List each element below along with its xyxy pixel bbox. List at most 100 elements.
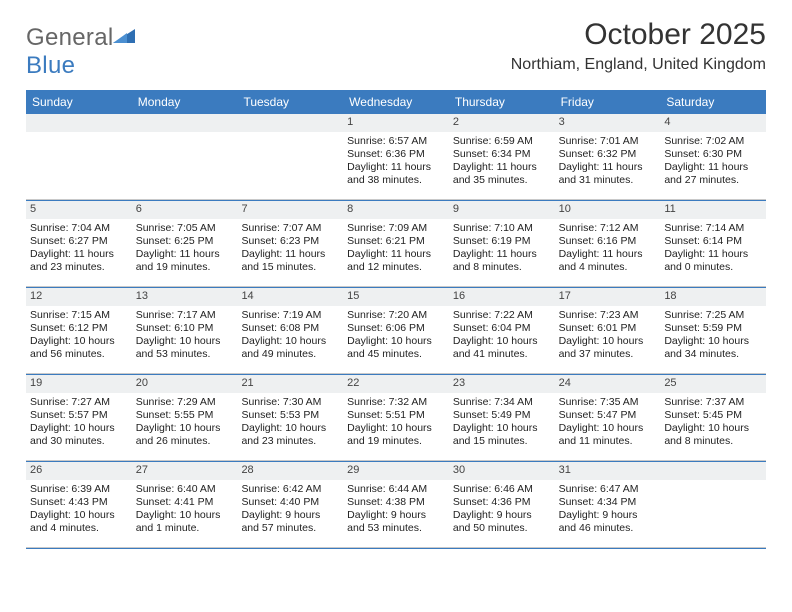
daylight-line: Daylight: 10 hours and 49 minutes. [241, 335, 339, 361]
daylight-line: Daylight: 10 hours and 41 minutes. [453, 335, 551, 361]
sunset-line: Sunset: 6:12 PM [30, 322, 128, 335]
sunrise-line: Sunrise: 7:30 AM [241, 396, 339, 409]
day-cell: 28Sunrise: 6:42 AMSunset: 4:40 PMDayligh… [237, 462, 343, 548]
day-number-empty [132, 114, 238, 132]
day-number: 31 [555, 462, 661, 480]
day-info: Sunrise: 6:57 AMSunset: 6:36 PMDaylight:… [347, 135, 445, 188]
day-info: Sunrise: 7:01 AMSunset: 6:32 PMDaylight:… [559, 135, 657, 188]
day-cell [26, 114, 132, 200]
day-info: Sunrise: 7:07 AMSunset: 6:23 PMDaylight:… [241, 222, 339, 275]
logo: GeneralBlue [26, 18, 137, 80]
dow-thursday: Thursday [449, 90, 555, 114]
week-row: 5 Sunrise: 7:04 AMSunset: 6:27 PMDaylight… [26, 201, 766, 288]
day-cell: 16 Sunrise: 7:22 AMSunset: 6:04 PMDayligh… [449, 288, 555, 374]
day-number: 13 [132, 288, 238, 306]
day-cell: 6Sunrise: 7:05 AMSunset: 6:25 PMDaylight… [132, 201, 238, 287]
sunset-line: Sunset: 5:51 PM [347, 409, 445, 422]
day-info: Sunrise: 6:44 AMSunset: 4:38 PMDaylight:… [347, 483, 445, 536]
day-info: Sunrise: 7:04 AMSunset: 6:27 PMDaylight:… [30, 222, 128, 275]
day-number: 3 [555, 114, 661, 132]
sunrise-line: Sunrise: 6:42 AM [241, 483, 339, 496]
sunrise-line: Sunrise: 7:02 AM [664, 135, 762, 148]
logo-text: GeneralBlue [26, 24, 137, 80]
sunrise-line: Sunrise: 7:27 AM [30, 396, 128, 409]
dow-header-row: Sunday Monday Tuesday Wednesday Thursday… [26, 90, 766, 114]
day-cell [237, 114, 343, 200]
day-cell: 20 Sunrise: 7:29 AMSunset: 5:55 PMDayligh… [132, 375, 238, 461]
sunset-line: Sunset: 6:16 PM [559, 235, 657, 248]
daylight-line: Daylight: 11 hours and 23 minutes. [30, 248, 128, 274]
daylight-line: Daylight: 10 hours and 56 minutes. [30, 335, 128, 361]
daylight-line: Daylight: 11 hours and 27 minutes. [664, 161, 762, 187]
sunset-line: Sunset: 6:08 PM [241, 322, 339, 335]
day-number: 26 [26, 462, 132, 480]
sunrise-line: Sunrise: 7:15 AM [30, 309, 128, 322]
sunrise-line: Sunrise: 7:35 AM [559, 396, 657, 409]
day-cell: 2Sunrise: 6:59 AMSunset: 6:34 PMDaylight… [449, 114, 555, 200]
day-info: Sunrise: 7:29 AMSunset: 5:55 PMDaylight:… [136, 396, 234, 449]
sunrise-line: Sunrise: 6:47 AM [559, 483, 657, 496]
sunrise-line: Sunrise: 7:32 AM [347, 396, 445, 409]
day-number: 22 [343, 375, 449, 393]
sunset-line: Sunset: 6:19 PM [453, 235, 551, 248]
day-cell: 23Sunrise: 7:34 AMSunset: 5:49 PMDayligh… [449, 375, 555, 461]
day-number: 7 [237, 201, 343, 219]
sunrise-line: Sunrise: 6:40 AM [136, 483, 234, 496]
week-row: 26Sunrise: 6:39 AMSunset: 4:43 PMDayligh… [26, 462, 766, 549]
sunrise-line: Sunrise: 7:04 AM [30, 222, 128, 235]
sunset-line: Sunset: 6:04 PM [453, 322, 551, 335]
daylight-line: Daylight: 11 hours and 8 minutes. [453, 248, 551, 274]
day-info: Sunrise: 7:23 AMSunset: 6:01 PMDaylight:… [559, 309, 657, 362]
daylight-line: Daylight: 10 hours and 30 minutes. [30, 422, 128, 448]
day-number: 14 [237, 288, 343, 306]
day-info: Sunrise: 7:35 AMSunset: 5:47 PMDaylight:… [559, 396, 657, 449]
day-cell: 12 Sunrise: 7:15 AMSunset: 6:12 PMDayligh… [26, 288, 132, 374]
sunset-line: Sunset: 6:14 PM [664, 235, 762, 248]
sunset-line: Sunset: 6:32 PM [559, 148, 657, 161]
day-info: Sunrise: 7:05 AMSunset: 6:25 PMDaylight:… [136, 222, 234, 275]
sunrise-line: Sunrise: 7:05 AM [136, 222, 234, 235]
day-number: 16 [449, 288, 555, 306]
day-info: Sunrise: 6:40 AMSunset: 4:41 PMDaylight:… [136, 483, 234, 536]
sunrise-line: Sunrise: 7:34 AM [453, 396, 551, 409]
week-row: 19Sunrise: 7:27 AMSunset: 5:57 PMDayligh… [26, 375, 766, 462]
daylight-line: Daylight: 9 hours and 57 minutes. [241, 509, 339, 535]
day-cell: 5 Sunrise: 7:04 AMSunset: 6:27 PMDaylight… [26, 201, 132, 287]
day-info: Sunrise: 6:59 AMSunset: 6:34 PMDaylight:… [453, 135, 551, 188]
day-cell: 30Sunrise: 6:46 AMSunset: 4:36 PMDayligh… [449, 462, 555, 548]
day-info: Sunrise: 7:37 AMSunset: 5:45 PMDaylight:… [664, 396, 762, 449]
logo-word-1: General [26, 24, 113, 51]
daylight-line: Daylight: 11 hours and 35 minutes. [453, 161, 551, 187]
day-number-empty [26, 114, 132, 132]
day-info: Sunrise: 7:10 AMSunset: 6:19 PMDaylight:… [453, 222, 551, 275]
day-cell: 13Sunrise: 7:17 AMSunset: 6:10 PMDayligh… [132, 288, 238, 374]
daylight-line: Daylight: 11 hours and 4 minutes. [559, 248, 657, 274]
day-cell: 19Sunrise: 7:27 AMSunset: 5:57 PMDayligh… [26, 375, 132, 461]
calendar: Sunday Monday Tuesday Wednesday Thursday… [26, 90, 766, 549]
sunrise-line: Sunrise: 6:57 AM [347, 135, 445, 148]
day-info: Sunrise: 7:14 AMSunset: 6:14 PMDaylight:… [664, 222, 762, 275]
sunset-line: Sunset: 6:23 PM [241, 235, 339, 248]
sunrise-line: Sunrise: 7:25 AM [664, 309, 762, 322]
day-cell: 17Sunrise: 7:23 AMSunset: 6:01 PMDayligh… [555, 288, 661, 374]
day-cell [132, 114, 238, 200]
day-cell: 15Sunrise: 7:20 AMSunset: 6:06 PMDayligh… [343, 288, 449, 374]
sunset-line: Sunset: 4:41 PM [136, 496, 234, 509]
day-number: 8 [343, 201, 449, 219]
day-cell: 26Sunrise: 6:39 AMSunset: 4:43 PMDayligh… [26, 462, 132, 548]
weeks-container: 1Sunrise: 6:57 AMSunset: 6:36 PMDaylight… [26, 114, 766, 549]
sunrise-line: Sunrise: 7:01 AM [559, 135, 657, 148]
day-cell: 8 Sunrise: 7:09 AMSunset: 6:21 PMDaylight… [343, 201, 449, 287]
day-number: 12 [26, 288, 132, 306]
daylight-line: Daylight: 10 hours and 53 minutes. [136, 335, 234, 361]
day-number: 5 [26, 201, 132, 219]
day-info: Sunrise: 7:12 AMSunset: 6:16 PMDaylight:… [559, 222, 657, 275]
sunset-line: Sunset: 4:43 PM [30, 496, 128, 509]
day-cell: 11Sunrise: 7:14 AMSunset: 6:14 PMDayligh… [660, 201, 766, 287]
daylight-line: Daylight: 10 hours and 11 minutes. [559, 422, 657, 448]
daylight-line: Daylight: 9 hours and 46 minutes. [559, 509, 657, 535]
day-number: 20 [132, 375, 238, 393]
dow-wednesday: Wednesday [343, 90, 449, 114]
sunrise-line: Sunrise: 7:22 AM [453, 309, 551, 322]
day-info: Sunrise: 7:09 AMSunset: 6:21 PMDaylight:… [347, 222, 445, 275]
